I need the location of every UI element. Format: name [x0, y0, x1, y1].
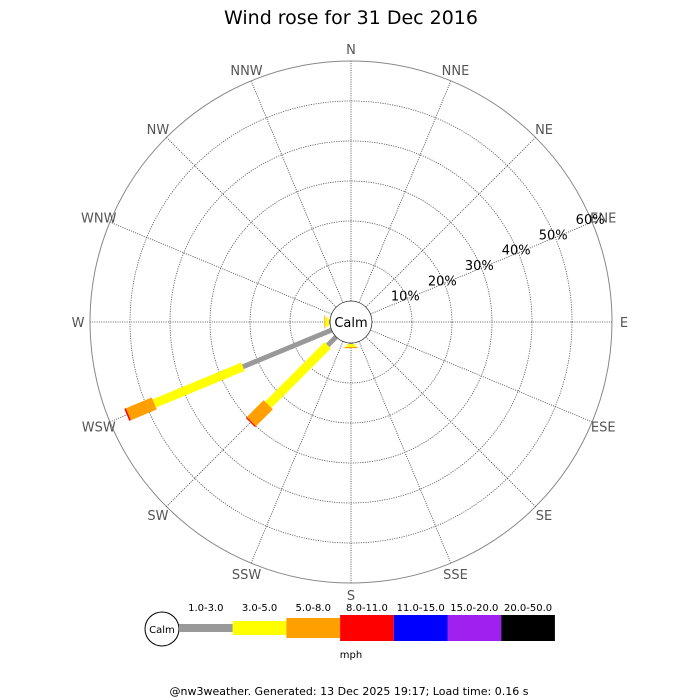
- legend-swatch-5: [393, 615, 448, 641]
- spoke-nne: [358, 80, 452, 303]
- bar-sw-bin-4: [245, 417, 256, 428]
- bar-wsw-bin-1: [241, 327, 333, 370]
- direction-label-ene: ENE: [590, 212, 616, 227]
- legend-label-2: 3.0-5.0: [242, 603, 277, 614]
- legend-swatch-3: [286, 618, 341, 638]
- legend-swatch-1: [179, 624, 233, 632]
- bar-sw-bin-1: [325, 335, 338, 348]
- spoke-se: [365, 336, 536, 507]
- legend-label-6: 15.0-20.0: [450, 603, 498, 614]
- footer-text: @nw3weather. Generated: 13 Dec 2025 19:1…: [170, 685, 529, 698]
- direction-label-wnw: WNW: [81, 212, 117, 227]
- spoke-nnw: [250, 80, 344, 303]
- direction-label-s: S: [347, 589, 355, 604]
- spoke-ese: [370, 329, 593, 423]
- direction-label-n: N: [346, 43, 356, 58]
- spoke-ne: [365, 137, 536, 308]
- direction-label-nne: NNE: [442, 64, 470, 79]
- percent-label-3: 30%: [465, 259, 494, 274]
- legend-label-4: 8.0-11.0: [346, 603, 388, 614]
- spoke-ssw: [250, 341, 344, 564]
- calm-label: Calm: [334, 316, 367, 331]
- legend-label-5: 11.0-15.0: [397, 603, 445, 614]
- bar-sw-bin-3: [246, 400, 273, 427]
- percent-labels: 10% 20% 30% 40% 50% 60%: [391, 213, 605, 305]
- legend-calm-label: Calm: [149, 625, 175, 636]
- percent-label-4: 40%: [502, 244, 531, 259]
- grid-ring-4: [169, 140, 533, 504]
- legend-label-7: 20.0-50.0: [504, 603, 552, 614]
- legend-label-1: 1.0-3.0: [188, 603, 223, 614]
- legend-swatch-4: [340, 615, 394, 641]
- spoke-ene: [370, 221, 593, 315]
- direction-label-w: W: [72, 316, 85, 331]
- direction-label-se: SE: [536, 509, 552, 524]
- chart-title: Wind rose for 31 Dec 2016: [224, 7, 478, 29]
- spoke-sse: [358, 341, 452, 564]
- spoke-wnw: [109, 221, 332, 315]
- bar-wsw-bin-4: [124, 408, 131, 421]
- direction-labels: N NNE NE ENE E ESE SE SSE S SSW SW WSW W WNW NW NNW: [72, 43, 629, 604]
- direction-label-ne: NE: [535, 123, 553, 138]
- direction-label-sse: SSE: [443, 568, 468, 583]
- direction-label-nw: NW: [147, 123, 170, 138]
- legend-swatch-7: [501, 615, 555, 641]
- bar-wsw-bin-2: [152, 362, 245, 408]
- legend-unit: mph: [340, 650, 362, 661]
- grid-ring-2: [249, 220, 453, 424]
- spoke-nw: [166, 137, 337, 308]
- direction-label-sw: SW: [147, 509, 168, 524]
- legend-swatch-2: [232, 621, 287, 635]
- direction-label-ese: ESE: [591, 420, 616, 435]
- wind-bars: [124, 315, 358, 428]
- direction-label-e: E: [620, 316, 628, 331]
- percent-label-1: 10%: [391, 290, 420, 305]
- direction-label-ssw: SSW: [232, 568, 262, 583]
- legend-label-3: 5.0-8.0: [296, 603, 331, 614]
- legend: Calm 1.0-3.0 3.0-5.0 5.0-8.0 8.0-11.0 11.0-15…: [144, 603, 555, 661]
- bar-wsw-bin-3: [125, 397, 157, 421]
- legend-swatch-6: [447, 615, 502, 641]
- grid-ring-5: [129, 100, 573, 544]
- percent-label-5: 50%: [539, 228, 568, 243]
- calm-circle: Calm: [329, 300, 373, 344]
- bar-sw-bin-2: [265, 342, 331, 408]
- percent-label-2: 20%: [428, 274, 457, 289]
- direction-label-wsw: WSW: [82, 420, 116, 435]
- direction-label-nnw: NNW: [230, 64, 262, 79]
- percent-label-6: 60%: [576, 213, 605, 228]
